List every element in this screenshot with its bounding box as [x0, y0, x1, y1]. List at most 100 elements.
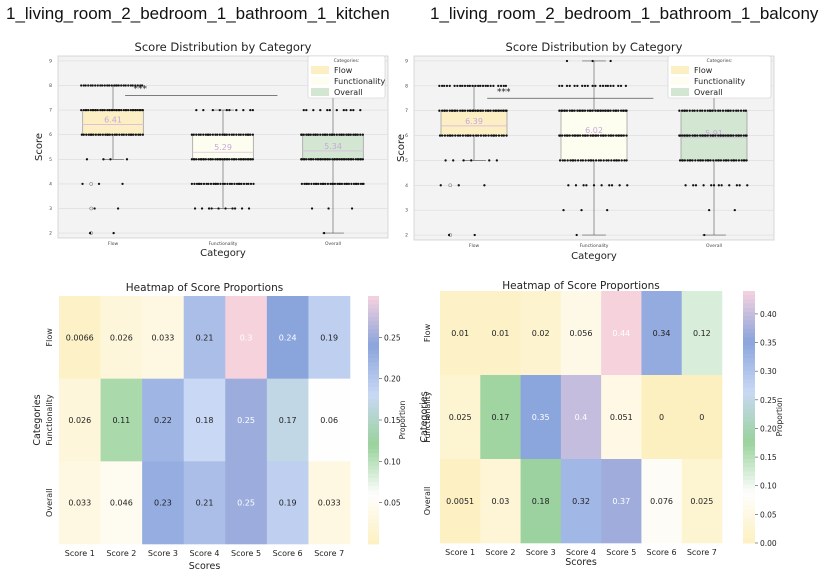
data-point: [326, 182, 330, 186]
data-point: [704, 159, 707, 162]
data-point: [719, 159, 723, 162]
y-tick-label: 7: [49, 108, 52, 114]
data-point: [701, 159, 705, 162]
data-point: [82, 84, 85, 87]
data-point: [239, 133, 242, 136]
colorbar-segment: [368, 304, 379, 309]
colorbar-segment: [743, 450, 755, 456]
data-point: [359, 182, 363, 186]
data-point: [486, 109, 490, 112]
data-point: [218, 133, 221, 136]
data-point: [124, 108, 127, 112]
data-point: [470, 159, 473, 162]
colorbar-segment: [743, 538, 755, 544]
data-point: [569, 159, 572, 162]
data-point: [592, 184, 596, 187]
data-point: [216, 158, 219, 161]
data-point: [680, 109, 684, 112]
legend-label: Functionality: [694, 77, 746, 86]
data-point: [347, 133, 350, 136]
heatmap-cell: [601, 291, 642, 376]
data-point: [568, 134, 571, 137]
cell-value: 0.24: [279, 333, 297, 342]
data-point: [108, 133, 111, 136]
significance-label: ***: [497, 87, 511, 97]
y-tick-label: 8: [405, 83, 408, 89]
data-point: [489, 109, 492, 112]
colorbar-segment: [368, 494, 379, 499]
data-point: [207, 207, 211, 210]
data-point: [497, 134, 501, 137]
data-point: [483, 184, 486, 187]
data-point: [453, 84, 456, 87]
colorbar-segment: [368, 320, 379, 326]
data-point: [457, 184, 460, 187]
colorbar-segment: [743, 320, 755, 325]
heatmap-cell: [225, 378, 268, 462]
data-point: [129, 133, 132, 136]
data-point: [251, 108, 255, 112]
heatmap-cell: [560, 459, 602, 544]
heatmap-cell: [520, 375, 562, 460]
heatmap-cell: [681, 291, 723, 376]
data-point: [466, 134, 469, 137]
data-point: [84, 108, 87, 112]
y-tick-label: 5: [49, 157, 52, 163]
x-tick-label: Score 3: [526, 548, 556, 557]
y-axis-label: Categories: [32, 394, 43, 445]
data-point: [612, 134, 615, 137]
data-point: [302, 158, 305, 161]
data-point: [568, 84, 571, 87]
cell-value: 0.22: [154, 416, 172, 425]
data-point: [680, 159, 684, 162]
data-point: [501, 109, 505, 112]
colorbar-segment: [368, 366, 379, 371]
colorbar-segment: [368, 535, 379, 541]
data-point: [604, 134, 607, 137]
data-point: [735, 159, 738, 162]
data-point: [218, 158, 221, 161]
data-point: [82, 108, 85, 112]
colorbar-segment: [743, 354, 755, 359]
cell-value: 0.23: [154, 499, 172, 508]
data-point: [335, 108, 338, 112]
x-tick-label: Score 6: [647, 548, 677, 557]
data-point: [314, 133, 317, 136]
colorbar-segment: [743, 349, 755, 355]
data-point: [438, 109, 441, 112]
colorbar-segment: [743, 522, 755, 527]
data-point: [739, 134, 743, 137]
data-point: [103, 108, 106, 112]
data-point: [305, 133, 308, 136]
colorbar-segment: [743, 404, 755, 409]
cell-value: 0.21: [196, 333, 214, 342]
data-point: [323, 133, 326, 136]
x-tick-label: Score 6: [273, 549, 303, 558]
data-point: [714, 134, 717, 137]
data-point: [581, 109, 584, 112]
data-point: [99, 84, 102, 87]
data-point: [316, 133, 319, 136]
data-point: [193, 207, 197, 210]
x-tick-label: Score 1: [445, 548, 475, 557]
data-point: [686, 159, 689, 162]
x-tick-label: Overall: [706, 243, 722, 249]
colorbar-segment: [368, 312, 379, 318]
data-point: [244, 133, 248, 136]
data-point: [356, 158, 359, 161]
heatmap-cell: [601, 459, 642, 544]
data-point: [494, 109, 497, 112]
data-point: [125, 158, 129, 161]
cell-value: 0.033: [68, 499, 91, 508]
data-point: [678, 134, 681, 137]
cell-value: 0.3: [240, 333, 253, 342]
colorbar-segment: [368, 519, 379, 524]
data-point: [440, 84, 444, 87]
data-point: [471, 109, 474, 112]
data-point: [237, 133, 241, 136]
colorbar-segment: [368, 358, 379, 363]
colorbar-segment: [368, 473, 379, 479]
data-point: [706, 159, 709, 162]
data-point: [319, 158, 322, 161]
data-point: [134, 108, 137, 112]
